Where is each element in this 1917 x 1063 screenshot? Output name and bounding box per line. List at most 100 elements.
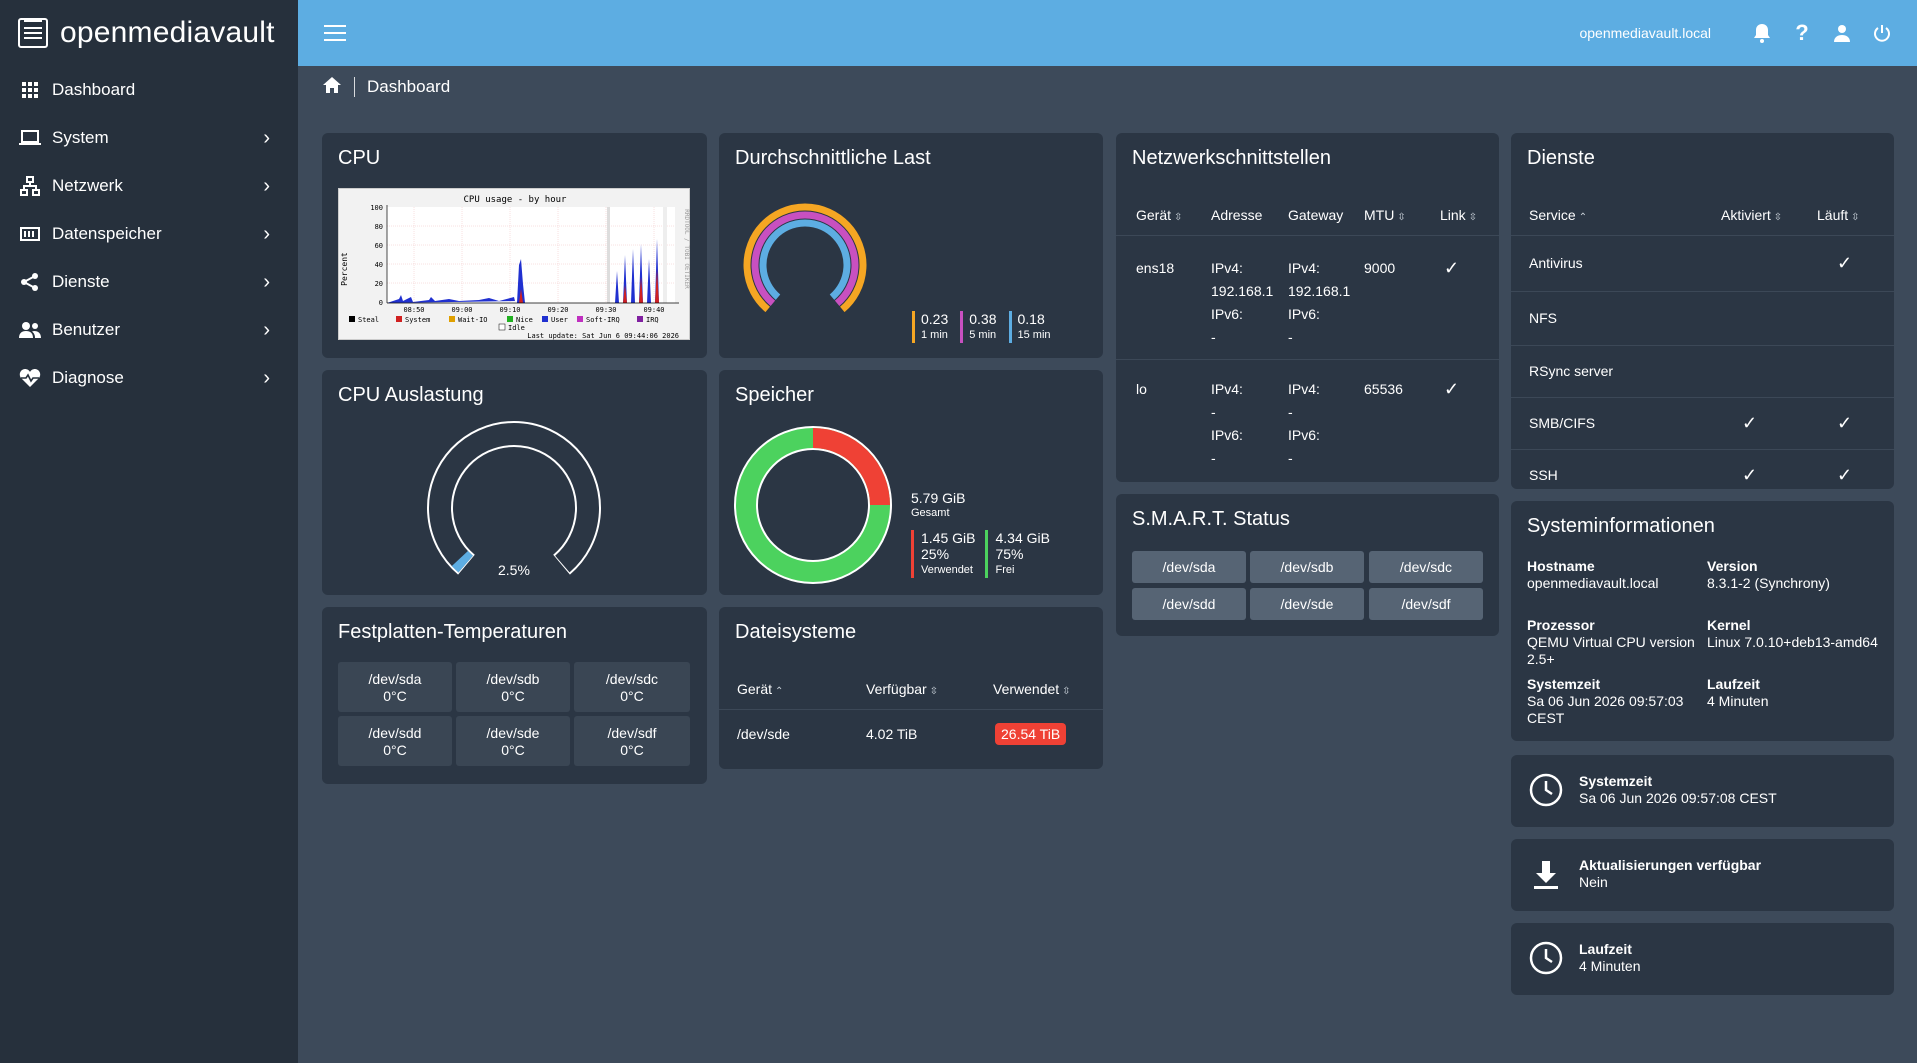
load-values: 0.23 1 min 0.38 5 min 0.18 15 min bbox=[912, 311, 1051, 343]
col-geraet[interactable]: Gerät ⇳ bbox=[1136, 207, 1183, 223]
memory-free-label: Frei bbox=[995, 564, 1015, 576]
sidebar-item-system[interactable]: System › bbox=[0, 114, 298, 162]
sidebar-item-diagnose[interactable]: Diagnose › bbox=[0, 354, 298, 402]
card-title: Systeminformationen bbox=[1527, 515, 1715, 537]
smart-device-button[interactable]: /dev/sdd bbox=[1132, 588, 1246, 620]
load-gauge bbox=[743, 203, 867, 313]
table-row: /dev/sde 4.02 TiB 26.54 TiB bbox=[737, 709, 1103, 759]
storage-icon bbox=[18, 222, 42, 246]
disk-temp-tile: /dev/sda 0°C bbox=[338, 662, 452, 712]
disk-temp-tile: /dev/sde 0°C bbox=[456, 716, 570, 766]
col-verfuegbar[interactable]: Verfügbar ⇳ bbox=[866, 681, 939, 697]
sidebar: openmediavault Dashboard System › Netzwe… bbox=[0, 0, 298, 1063]
sidebar-item-benutzer[interactable]: Benutzer › bbox=[0, 306, 298, 354]
check-icon: ✓ bbox=[1742, 413, 1758, 433]
col-aktiviert[interactable]: Aktiviert ⇳ bbox=[1721, 207, 1783, 223]
svg-text:09:40: 09:40 bbox=[643, 306, 664, 314]
sysinfo-prozessor: Prozessor QEMU Virtual CPU version 2.5+ bbox=[1527, 617, 1695, 667]
svg-text:Last update: Sat Jun 6 09:44:: Last update: Sat Jun 6 09:44:06 2026 bbox=[527, 332, 679, 340]
sysinfo-systemzeit: Systemzeit Sa 06 Jun 2026 09:57:03 CEST bbox=[1527, 676, 1684, 726]
card-title: Dateisysteme bbox=[735, 621, 857, 643]
sidebar-item-dienste[interactable]: Dienste › bbox=[0, 258, 298, 306]
power-icon[interactable] bbox=[1871, 22, 1893, 44]
breadcrumb-current: Dashboard bbox=[367, 77, 451, 96]
graph-ylabel: Percent bbox=[340, 252, 349, 286]
memory-free-value: 4.34 GiB bbox=[995, 530, 1050, 546]
card-title: Speicher bbox=[735, 384, 814, 406]
brand[interactable]: openmediavault bbox=[0, 0, 298, 66]
user-icon[interactable] bbox=[1831, 22, 1853, 44]
smart-device-button[interactable]: /dev/sde bbox=[1250, 588, 1364, 620]
memory-total-value: 5.79 GiB bbox=[911, 490, 966, 506]
memory-card: Speicher 5.79 GiB Gesamt 1.45 GiB 25% Ve… bbox=[719, 370, 1103, 595]
svg-text:100: 100 bbox=[370, 204, 383, 212]
smart-device-button[interactable]: /dev/sdb bbox=[1250, 551, 1364, 583]
widget-value: Sa 06 Jun 2026 09:57:08 CEST bbox=[1579, 790, 1777, 806]
system-information-card: Systeminformationen Hostname openmediavau… bbox=[1511, 501, 1894, 741]
home-icon[interactable] bbox=[322, 76, 342, 99]
sysinfo-laufzeit: Laufzeit 4 Minuten bbox=[1707, 676, 1769, 709]
chevron-right-icon: › bbox=[263, 174, 270, 197]
col-laeuft[interactable]: Läuft ⇳ bbox=[1817, 207, 1860, 223]
bell-icon[interactable] bbox=[1751, 22, 1773, 44]
disk-temp-tile: /dev/sdd 0°C bbox=[338, 716, 452, 766]
memory-total-label: Gesamt bbox=[911, 507, 950, 519]
load-1min-label: 1 min bbox=[921, 329, 948, 341]
table-row: SSH ✓ ✓ bbox=[1529, 449, 1894, 489]
card-title: Netzwerkschnittstellen bbox=[1132, 147, 1331, 169]
sidebar-item-dashboard[interactable]: Dashboard bbox=[0, 66, 298, 114]
sidebar-item-label: Benutzer bbox=[52, 320, 121, 339]
col-geraet[interactable]: Gerät ⌃ bbox=[737, 681, 784, 697]
chevron-right-icon: › bbox=[263, 270, 270, 293]
col-service[interactable]: Service ⌃ bbox=[1529, 207, 1588, 223]
sidebar-item-netzwerk[interactable]: Netzwerk › bbox=[0, 162, 298, 210]
col-link[interactable]: Link ⇳ bbox=[1440, 207, 1478, 223]
svg-text:09:20: 09:20 bbox=[547, 306, 568, 314]
memory-used-value: 1.45 GiB bbox=[921, 530, 976, 546]
clock-icon bbox=[1529, 941, 1563, 980]
memory-free-pct: 75% bbox=[995, 546, 1024, 562]
breadcrumb-separator bbox=[354, 77, 355, 97]
openmediavault-logo-icon bbox=[18, 18, 48, 48]
card-title: Dienste bbox=[1527, 147, 1595, 169]
heartbeat-icon bbox=[18, 366, 42, 390]
sidebar-nav: Dashboard System › Netzwerk › Datenspeic… bbox=[0, 66, 298, 402]
svg-text:Nice: Nice bbox=[516, 316, 533, 324]
laptop-icon bbox=[18, 126, 42, 150]
widget-title: Laufzeit bbox=[1579, 941, 1632, 957]
laufzeit-widget: Laufzeit 4 Minuten bbox=[1511, 923, 1894, 995]
sidebar-item-label: Netzwerk bbox=[52, 176, 123, 195]
usage-badge: 26.54 TiB bbox=[995, 723, 1067, 745]
cpu-usage-graph: CPU usage - by hour Percent RRDTOOL / TO… bbox=[338, 188, 690, 340]
cpu-usage-card: CPU Auslastung 2.5% bbox=[322, 370, 707, 595]
load-5min-value: 0.38 bbox=[969, 311, 997, 327]
smart-device-button[interactable]: /dev/sda bbox=[1132, 551, 1246, 583]
check-icon: ✓ bbox=[1837, 253, 1853, 273]
check-icon: ✓ bbox=[1742, 465, 1758, 485]
smart-device-button[interactable]: /dev/sdc bbox=[1369, 551, 1483, 583]
menu-toggle-icon[interactable] bbox=[324, 25, 346, 41]
svg-text:09:00: 09:00 bbox=[451, 306, 472, 314]
services-card: Dienste Service ⌃ Aktiviert ⇳ Läuft ⇳ Antiv… bbox=[1511, 133, 1894, 489]
svg-text:Idle: Idle bbox=[508, 324, 525, 332]
sidebar-item-label: Dienste bbox=[52, 272, 110, 291]
col-verwendet[interactable]: Verwendet ⇳ bbox=[993, 681, 1071, 697]
widget-title: Systemzeit bbox=[1579, 773, 1653, 789]
help-icon[interactable]: ? bbox=[1795, 20, 1809, 45]
card-title: Festplatten-Temperaturen bbox=[338, 621, 568, 643]
svg-text:User: User bbox=[551, 316, 568, 324]
svg-text:IRQ: IRQ bbox=[646, 316, 659, 324]
load-15min-arc bbox=[759, 219, 851, 300]
sidebar-item-label: Diagnose bbox=[52, 368, 124, 387]
sidebar-item-datenspeicher[interactable]: Datenspeicher › bbox=[0, 210, 298, 258]
table-row: NFS bbox=[1529, 310, 1557, 326]
col-adresse: Adresse bbox=[1211, 207, 1263, 223]
col-mtu[interactable]: MTU ⇳ bbox=[1364, 207, 1406, 223]
services-table[interactable]: Service ⌃ Aktiviert ⇳ Läuft ⇳ Antivirus ✓ N… bbox=[1511, 195, 1894, 489]
chevron-right-icon: › bbox=[263, 366, 270, 389]
graph-side-label: RRDTOOL / TOBI OETIKER bbox=[683, 209, 690, 289]
clock-icon bbox=[1529, 773, 1563, 812]
svg-text:40: 40 bbox=[375, 261, 383, 269]
table-row: SMB/CIFS ✓ ✓ bbox=[1529, 397, 1894, 449]
smart-device-button[interactable]: /dev/sdf bbox=[1369, 588, 1483, 620]
